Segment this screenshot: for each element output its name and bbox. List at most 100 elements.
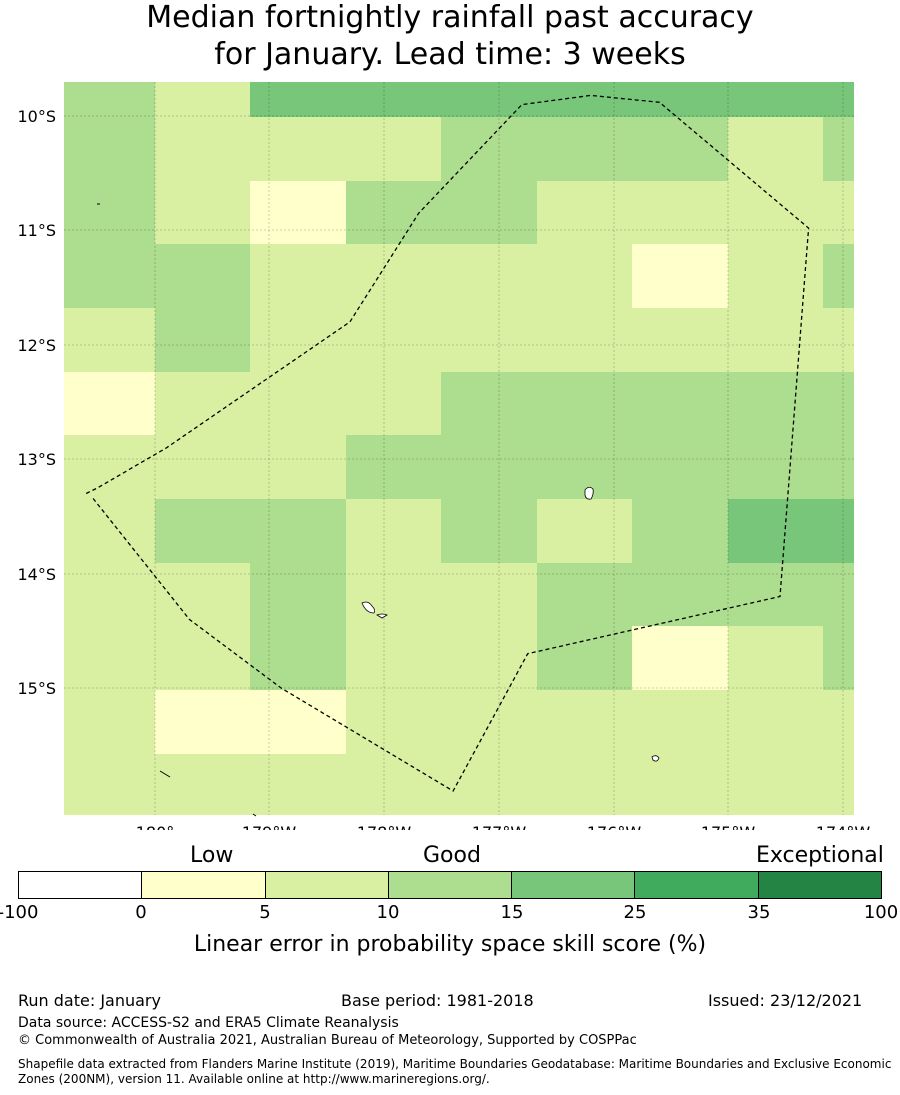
grid-cell [441, 499, 537, 563]
grid-cell [250, 308, 346, 372]
grid-cell [537, 82, 632, 117]
grid-cell [155, 499, 250, 563]
chart-title-line2: for January. Lead time: 3 weeks [214, 37, 686, 72]
grid-cell [537, 181, 632, 244]
colorbar-segment [512, 872, 636, 898]
island-dot-south [252, 813, 257, 817]
island-niuafoou [651, 755, 660, 762]
colorbar-segment [758, 872, 881, 898]
grid-cell [346, 563, 441, 626]
grid-cell [64, 308, 155, 372]
grid-cell [346, 308, 441, 372]
grid-cell [64, 626, 155, 690]
grid-cell [250, 563, 346, 626]
grid-cell [64, 499, 155, 563]
latitude-label: 10°S [17, 107, 56, 126]
base-period: Base period: 1981-2018 [341, 991, 534, 1010]
grid-cell [823, 244, 854, 308]
grid-cell [728, 626, 823, 690]
grid-cell [346, 626, 441, 690]
grid-cell [441, 626, 537, 690]
skill-grid [64, 82, 854, 815]
grid-cell [64, 435, 155, 499]
grid-cell [728, 82, 823, 117]
colorbar-tick: 25 [623, 902, 647, 923]
chart-title-line1: Median fortnightly rainfall past accurac… [146, 0, 754, 35]
grid-cell [537, 372, 632, 435]
longitude-label: 177°W [472, 823, 527, 830]
grid-cell [632, 244, 728, 308]
grid-cell [728, 435, 823, 499]
grid-cell [155, 308, 250, 372]
grid-cell [632, 435, 728, 499]
grid-cell [632, 82, 728, 117]
grid-cell [728, 117, 823, 181]
grid-cell [250, 117, 346, 181]
grid-cell [64, 563, 155, 626]
grid-cell [728, 499, 823, 563]
grid-cell [823, 117, 854, 181]
colorbar-label-good: Good [423, 843, 481, 868]
grid-cell [632, 690, 728, 754]
grid-cell [823, 626, 854, 690]
grid-cell [155, 754, 250, 815]
longitude-label: 178°W [357, 823, 412, 830]
longitude-label: 176°W [587, 823, 642, 830]
grid-cell [728, 244, 823, 308]
grid-cell [346, 690, 441, 754]
grid-cell [250, 244, 346, 308]
grid-cell [250, 754, 346, 815]
grid-cell [537, 690, 632, 754]
grid-cell [728, 308, 823, 372]
grid-cell [632, 372, 728, 435]
grid-cell [64, 690, 155, 754]
grid-cell [632, 308, 728, 372]
longitude-label: 179°W [242, 823, 297, 830]
grid-cell [728, 181, 823, 244]
grid-cell [728, 690, 823, 754]
colorbar-title: Linear error in probability space skill … [193, 932, 707, 957]
grid-cell [346, 754, 441, 815]
grid-cell [632, 181, 728, 244]
grid-cell [346, 372, 441, 435]
island-wallis [361, 601, 376, 614]
shapefile-credit-line2: Zones (200NM), version 11. Available onl… [18, 1072, 490, 1086]
grid-cell [250, 435, 346, 499]
grid-cell [346, 244, 441, 308]
grid-cell [537, 435, 632, 499]
colorbar-segment [19, 872, 143, 898]
grid-cell [64, 372, 155, 435]
grid-cell [537, 754, 632, 815]
grid-cell [632, 754, 728, 815]
grid-cell [155, 181, 250, 244]
grid-cell [537, 499, 632, 563]
colorbar-segment [142, 872, 266, 898]
longitude-labels: 180° 179°W 178°W 177°W 176°W 175°W 174°W [136, 823, 871, 830]
data-source: Data source: ACCESS-S2 and ERA5 Climate … [18, 1015, 399, 1031]
grid-cell [823, 690, 854, 754]
grid-cell [823, 181, 854, 244]
colorbar-segment [265, 872, 389, 898]
grid-cell [728, 563, 823, 626]
grid-cell [155, 82, 250, 117]
grid-cell [632, 499, 728, 563]
grid-cell [155, 117, 250, 181]
island-tokelau [584, 486, 594, 500]
grid-cell [537, 563, 632, 626]
grid-cell [64, 82, 155, 117]
colorbar-tick: 5 [259, 902, 271, 923]
latitude-label: 15°S [17, 679, 56, 698]
grid-cell [537, 117, 632, 181]
grid-cell [823, 754, 854, 815]
grid-cell [250, 690, 346, 754]
latitude-label: 13°S [17, 450, 56, 469]
latitude-label: 11°S [17, 221, 56, 240]
colorbar-label-low: Low [190, 843, 234, 868]
grid-cell [346, 82, 441, 117]
grid-cell [346, 499, 441, 563]
grid-cell [728, 754, 823, 815]
colorbar-tick: 100 [863, 902, 899, 923]
grid-cell [64, 754, 155, 815]
island-rotuma [159, 770, 171, 778]
eez-boundary [85, 94, 810, 792]
